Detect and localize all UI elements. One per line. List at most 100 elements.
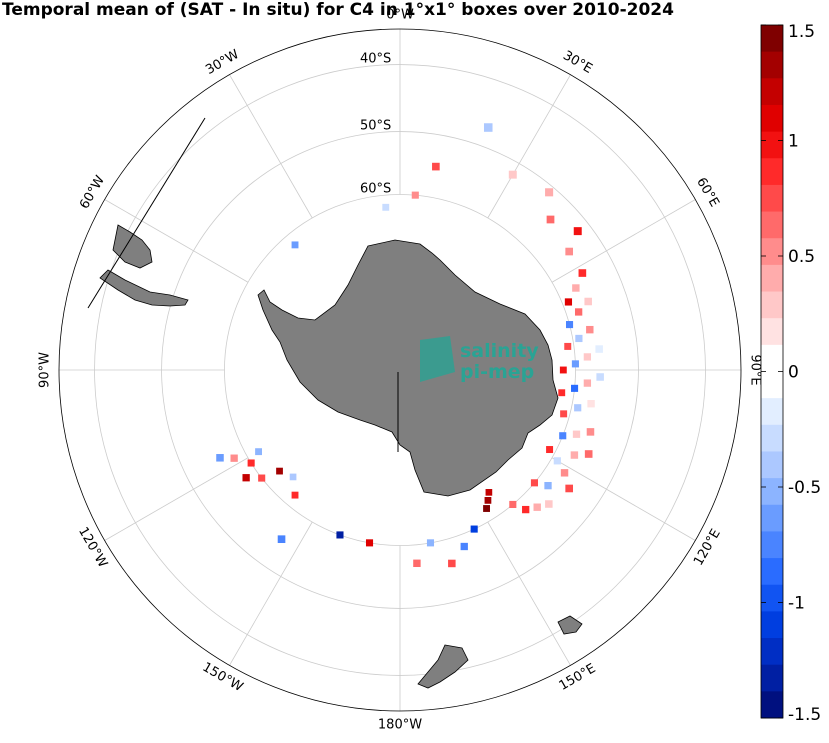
colorbar-segment bbox=[761, 184, 783, 213]
meridian-line bbox=[104, 457, 249, 541]
data-box bbox=[533, 503, 541, 511]
data-box bbox=[560, 469, 569, 477]
data-box bbox=[276, 467, 283, 475]
data-box bbox=[426, 539, 435, 547]
data-box bbox=[545, 188, 554, 197]
data-box bbox=[565, 484, 574, 493]
data-box bbox=[230, 454, 238, 462]
data-box bbox=[570, 451, 579, 459]
colorbar-segment bbox=[761, 584, 783, 612]
data-box bbox=[553, 457, 561, 465]
salinity-pi-mep-logo: salinity pi-mep bbox=[420, 336, 539, 383]
data-box bbox=[483, 123, 493, 132]
data-box bbox=[564, 298, 573, 306]
data-box bbox=[583, 379, 592, 387]
tasmania-land bbox=[557, 615, 583, 635]
longitude-label: 90°E bbox=[748, 354, 763, 385]
colorbar-segment bbox=[761, 211, 783, 239]
data-box bbox=[558, 389, 566, 397]
data-box bbox=[578, 269, 587, 277]
data-box bbox=[216, 454, 224, 462]
antarctica-land bbox=[257, 239, 559, 497]
graticule bbox=[59, 29, 741, 711]
data-box bbox=[595, 345, 603, 353]
colorbar-tick-label: -0.5 bbox=[788, 478, 821, 498]
colorbar-segment bbox=[761, 318, 783, 346]
data-box bbox=[596, 373, 604, 381]
data-box bbox=[291, 491, 299, 499]
data-box bbox=[575, 334, 583, 343]
data-box bbox=[258, 474, 266, 482]
data-box bbox=[587, 399, 595, 408]
colorbar-segment bbox=[761, 664, 783, 692]
data-box bbox=[572, 284, 580, 292]
meridian-line bbox=[551, 199, 696, 283]
data-box bbox=[432, 162, 440, 171]
latitude-labels: 60°S 50°S 40°S bbox=[360, 52, 391, 197]
colorbar-segment bbox=[761, 691, 783, 719]
map-outline bbox=[58, 28, 742, 712]
latitude-label: 60°S bbox=[360, 181, 391, 196]
longitude-label: 180°W bbox=[378, 718, 422, 733]
data-box bbox=[411, 191, 419, 199]
data-box bbox=[584, 450, 593, 458]
colorbar-segment bbox=[761, 531, 783, 559]
colorbar-segment bbox=[761, 478, 783, 506]
data-box bbox=[255, 448, 262, 456]
colorbar-segment bbox=[761, 291, 783, 319]
latitude-label: 40°S bbox=[360, 52, 391, 67]
data-box bbox=[565, 321, 574, 329]
data-box bbox=[485, 489, 493, 496]
colorbar-tick-label: 0 bbox=[788, 363, 799, 383]
data-box bbox=[508, 170, 517, 179]
colorbar-segment bbox=[761, 78, 783, 106]
data-box bbox=[460, 542, 468, 551]
colorbar-segment bbox=[761, 611, 783, 639]
longitude-label: 0°W bbox=[386, 8, 414, 23]
colorbar-segment bbox=[761, 424, 783, 452]
colorbar-segment bbox=[761, 638, 783, 666]
colorbar: 1.5 1 0.5 0 -0.5 -1 -1.5 bbox=[760, 22, 821, 725]
coast-line-segment bbox=[87, 117, 206, 309]
data-box bbox=[564, 342, 572, 350]
colorbar-segment bbox=[761, 25, 783, 53]
data-box bbox=[573, 227, 582, 236]
antarctic-peninsula-land bbox=[99, 269, 189, 307]
data-box bbox=[484, 496, 492, 504]
new-zealand-south-land bbox=[417, 644, 469, 689]
peninsula-tip-land bbox=[112, 224, 153, 269]
data-box bbox=[560, 410, 568, 418]
data-box bbox=[586, 428, 595, 436]
data-box bbox=[483, 505, 490, 512]
meridian-line bbox=[104, 199, 249, 283]
data-box bbox=[522, 505, 530, 514]
data-box bbox=[583, 353, 592, 361]
colorbar-segment bbox=[761, 131, 783, 159]
data-box bbox=[277, 535, 286, 544]
meridian-line bbox=[229, 74, 313, 219]
colorbar-tick-label: -1 bbox=[788, 594, 805, 614]
data-box bbox=[544, 481, 552, 490]
data-box bbox=[448, 559, 456, 568]
meridian-line bbox=[229, 521, 313, 666]
data-box bbox=[565, 247, 574, 256]
data-box bbox=[545, 500, 553, 508]
land-masses bbox=[87, 117, 583, 689]
data-box bbox=[574, 308, 583, 316]
meridian-line bbox=[487, 521, 571, 666]
data-box bbox=[242, 474, 250, 482]
colorbar-tick-label: 1 bbox=[788, 132, 799, 152]
data-box bbox=[382, 203, 390, 211]
colorbar-tick-label: 1.5 bbox=[788, 22, 815, 42]
colorbar-tick-label: 0.5 bbox=[788, 247, 815, 267]
data-box bbox=[530, 479, 539, 487]
data-box bbox=[546, 446, 554, 454]
data-box bbox=[574, 404, 582, 412]
logo-shape bbox=[420, 336, 455, 382]
data-box bbox=[559, 432, 567, 440]
colorbar-segment bbox=[761, 344, 783, 372]
colorbar-segment bbox=[761, 558, 783, 586]
colorbar-segment bbox=[761, 398, 783, 426]
colorbar-tick-label: -1.5 bbox=[788, 705, 821, 725]
